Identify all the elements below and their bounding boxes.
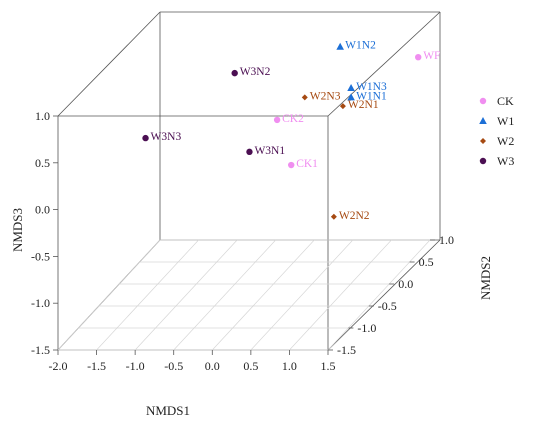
point-w1n1 [347, 93, 355, 101]
legend-marker-w2 [480, 138, 486, 144]
z-tick-label: -0.5 [31, 249, 50, 263]
point-w2n3 [301, 94, 308, 101]
z-tick-label: 0.5 [35, 156, 50, 170]
x-tick-label: -1.5 [87, 359, 106, 373]
point-label-ck1: CK1 [296, 158, 318, 170]
box-edge [327, 239, 441, 351]
x-tick-label: -0.5 [164, 359, 183, 373]
point-label-w3n3: W3N3 [151, 131, 182, 143]
legend-marker-w3 [479, 157, 487, 165]
y-tick-label: 0.5 [419, 255, 434, 269]
grid-line [96, 239, 199, 351]
point-w1n2 [336, 42, 344, 50]
point-wf [415, 54, 422, 61]
legend-label-ck: CK [497, 94, 514, 108]
x-tick-label: -2.0 [49, 359, 68, 373]
grid-line [212, 239, 315, 351]
data-points: CK3WFCK2CK1W1N2W1N3W1N1W2N3W2N1W2N2W3N2W… [142, 40, 440, 222]
x-axis-label: NMDS1 [146, 403, 190, 418]
z-axis-label: NMDS3 [10, 208, 25, 252]
box-edge [57, 11, 161, 117]
point-ck1 [288, 161, 295, 169]
z-tick-label: 1.0 [35, 109, 50, 123]
y-tick-label: 1.0 [439, 233, 454, 247]
point-label-w1n1: W1N1 [356, 90, 387, 102]
x-tick-label: 0.5 [243, 359, 258, 373]
floor-grid [57, 239, 431, 351]
point-label-w1n3: W1N3 [356, 81, 387, 93]
point-w2n1 [339, 103, 346, 110]
z-tick-label: 0.0 [35, 203, 50, 217]
point-label-w2n2: W2N2 [339, 210, 370, 222]
point-label-w3n1: W3N1 [254, 145, 285, 157]
point-ck2 [273, 116, 281, 124]
point-label-ck2: CK2 [282, 113, 304, 125]
x-tick-label: 0.0 [205, 359, 220, 373]
legend-label-w1: W1 [497, 114, 514, 128]
y-tick-label: 0.0 [398, 277, 413, 291]
point-label-w2n1: W2N1 [348, 99, 379, 111]
legend: CK W1 W2 W3 [479, 94, 514, 168]
point-w3n1 [246, 148, 253, 156]
grid-line [57, 239, 161, 351]
grid-line [327, 239, 431, 351]
point-label-wf: WF [423, 50, 440, 62]
x-tick-label: -1.0 [126, 359, 145, 373]
legend-marker-w1 [479, 117, 487, 124]
point-w3n3 [142, 134, 149, 142]
legend-label-w3: W3 [497, 154, 514, 168]
point-w2n2 [330, 213, 337, 220]
legend-label-w2: W2 [497, 134, 514, 148]
point-label-w3n2: W3N2 [240, 66, 271, 78]
box-edge [327, 11, 441, 117]
y-axis-label: NMDS2 [478, 256, 493, 300]
x-tick-label: 1.5 [321, 359, 336, 373]
grid-line [134, 239, 238, 351]
grid-line [250, 239, 354, 351]
y-tick-label: -0.5 [378, 299, 397, 313]
z-tick-label: -1.0 [31, 296, 50, 310]
point-w3n2 [231, 69, 238, 77]
z-tick-label: -1.5 [31, 343, 50, 357]
y-tick-label: -1.5 [337, 343, 356, 357]
legend-marker-ck [479, 97, 487, 105]
axes: -2.0 -1.5 -1.0 -0.5 0.0 0.5 1.0 1.5-1.5-1.0-0.5… [31, 109, 454, 373]
point-w1n3 [347, 84, 355, 91]
point-label-w2n3: W2N3 [310, 90, 341, 102]
x-tick-label: 1.0 [282, 359, 297, 373]
y-tick-label: -1.0 [357, 321, 376, 335]
point-label-w1n2: W1N2 [345, 40, 376, 52]
grid-line [289, 239, 392, 351]
grid-line [173, 239, 276, 351]
